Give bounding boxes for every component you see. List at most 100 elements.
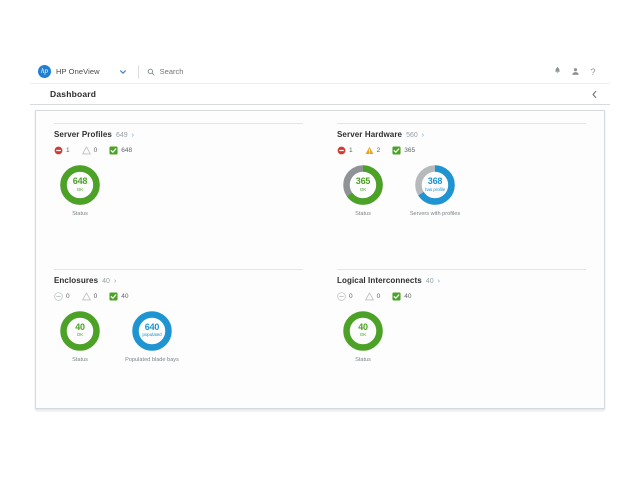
- status-value: 648: [121, 147, 133, 154]
- donut-value: 648: [72, 176, 88, 187]
- donut-populated-blade-bays-donut[interactable]: 640 populated Populated blade bays: [125, 309, 179, 363]
- card-count: 649: [115, 132, 128, 139]
- donut-caption: Populated blade bays: [125, 356, 179, 363]
- card-header[interactable]: Enclosures 40 ›: [54, 276, 303, 285]
- warning-icon: [81, 146, 91, 155]
- card-arrow-icon[interactable]: ›: [421, 132, 425, 139]
- top-navigation-bar: HP OneView ?: [30, 60, 610, 84]
- donut-center-label: 368 has profile: [413, 163, 457, 207]
- status-warning[interactable]: 0: [81, 291, 98, 301]
- brand-label: HP OneView: [56, 67, 100, 76]
- status-value: 0: [93, 292, 98, 300]
- help-icon[interactable]: ?: [590, 66, 596, 77]
- status-summary-row: 0 0 40: [337, 291, 586, 301]
- status-summary-row: 0 0 40: [54, 291, 303, 301]
- status-value: 2: [376, 147, 381, 154]
- donut-value: 640: [144, 321, 160, 332]
- donut-status-donut[interactable]: 648 OK Status: [54, 163, 106, 217]
- card-arrow-icon[interactable]: ›: [113, 277, 117, 285]
- card-header[interactable]: Server Hardware 560 ›: [337, 130, 586, 139]
- card-enclosures: Enclosures 40 › 0 0 40: [46, 263, 311, 403]
- card-count: 40: [102, 277, 110, 285]
- donut-caption: Status: [72, 211, 88, 217]
- hp-circle-logo-icon[interactable]: [38, 65, 51, 78]
- card-header[interactable]: Server Profiles 649 ›: [54, 130, 303, 139]
- card-title: Logical Interconnects: [337, 275, 422, 285]
- page-title: Dashboard: [50, 89, 97, 99]
- card-title: Enclosures: [54, 275, 99, 285]
- donut-value: 365: [355, 176, 371, 187]
- bell-icon[interactable]: [548, 63, 566, 81]
- ok-icon: [109, 291, 118, 301]
- donut-ring: 368 has profile: [413, 163, 457, 207]
- donut-value: 40: [75, 321, 85, 332]
- search-box[interactable]: [147, 67, 548, 76]
- donut-center-label: 365 OK: [341, 163, 385, 207]
- status-value: 0: [93, 147, 98, 154]
- donut-servers-with-profiles-donut[interactable]: 368 has profile Servers with profiles: [409, 163, 461, 217]
- donut-caption: Servers with profiles: [409, 211, 461, 217]
- status-critical[interactable]: 0: [337, 291, 353, 301]
- donut-center-label: 640 populated: [130, 309, 174, 353]
- status-value: 40: [404, 292, 412, 300]
- donut-ring: 640 populated: [130, 309, 174, 353]
- status-value: 365: [404, 147, 416, 154]
- status-ok[interactable]: 40: [109, 291, 129, 301]
- user-icon[interactable]: [566, 63, 584, 81]
- status-warning[interactable]: 0: [81, 146, 98, 155]
- donut-caption: Status: [72, 356, 88, 363]
- donut-value: 368: [427, 176, 443, 187]
- card-server-hardware: Server Hardware 560 › 1 2 365: [329, 117, 594, 257]
- donut-ring: 648 OK: [58, 163, 102, 207]
- chevron-down-icon[interactable]: [116, 65, 130, 79]
- card-divider: [54, 123, 303, 124]
- toolbar-divider: [137, 64, 139, 79]
- card-divider: [337, 123, 586, 124]
- status-critical[interactable]: 1: [337, 146, 353, 155]
- donut-ring: 40 OK: [58, 309, 102, 353]
- chevron-collapse-icon[interactable]: [591, 90, 600, 99]
- oneview-app-window: HP OneView ? Dashboard: [30, 60, 610, 415]
- donut-row: 365 OK Status: [337, 163, 586, 217]
- status-value: 0: [66, 292, 70, 300]
- status-warning[interactable]: 2: [365, 146, 381, 155]
- donut-status-donut[interactable]: 365 OK Status: [337, 163, 389, 217]
- card-arrow-icon[interactable]: ›: [131, 132, 135, 139]
- ok-icon: [392, 146, 401, 155]
- warning-icon: [365, 146, 374, 154]
- card-arrow-icon[interactable]: ›: [437, 277, 440, 285]
- donut-subtext: OK: [359, 332, 367, 338]
- critical-icon: [54, 291, 63, 301]
- card-divider: [337, 268, 586, 270]
- warning-icon: [81, 291, 91, 300]
- status-summary-row: 1 2 365: [337, 146, 586, 155]
- card-divider: [54, 268, 303, 270]
- donut-status-donut[interactable]: 40 OK Status: [54, 309, 106, 363]
- donut-subtext: OK: [359, 186, 367, 192]
- dashboard-breadcrumb-bar: Dashboard: [30, 84, 610, 105]
- dashboard-card-grid: Server Profiles 649 › 1 0 648: [46, 117, 594, 402]
- ok-icon: [392, 291, 401, 301]
- status-ok[interactable]: 365: [392, 146, 415, 155]
- card-header[interactable]: Logical Interconnects 40 ›: [337, 276, 586, 285]
- donut-status-donut[interactable]: 40 OK Status: [337, 309, 389, 363]
- card-count: 560: [406, 132, 418, 139]
- donut-row: 40 OK Status 640: [54, 309, 303, 363]
- donut-ring: 40 OK: [341, 309, 385, 353]
- donut-center-label: 648 OK: [58, 163, 102, 207]
- card-title: Server Hardware: [337, 130, 403, 139]
- donut-center-label: 40 OK: [58, 309, 102, 353]
- status-ok[interactable]: 40: [392, 291, 412, 301]
- critical-icon: [54, 146, 63, 155]
- status-critical[interactable]: 0: [54, 291, 70, 301]
- status-value: 40: [121, 292, 129, 300]
- status-ok[interactable]: 648: [109, 146, 132, 155]
- status-value: 1: [349, 147, 353, 154]
- card-title: Server Profiles: [54, 130, 112, 139]
- donut-subtext: has profile: [424, 186, 446, 192]
- status-critical[interactable]: 1: [54, 146, 70, 155]
- donut-ring: 365 OK: [341, 163, 385, 207]
- search-input[interactable]: [159, 67, 360, 76]
- status-warning[interactable]: 0: [364, 291, 381, 301]
- status-value: 0: [376, 292, 381, 300]
